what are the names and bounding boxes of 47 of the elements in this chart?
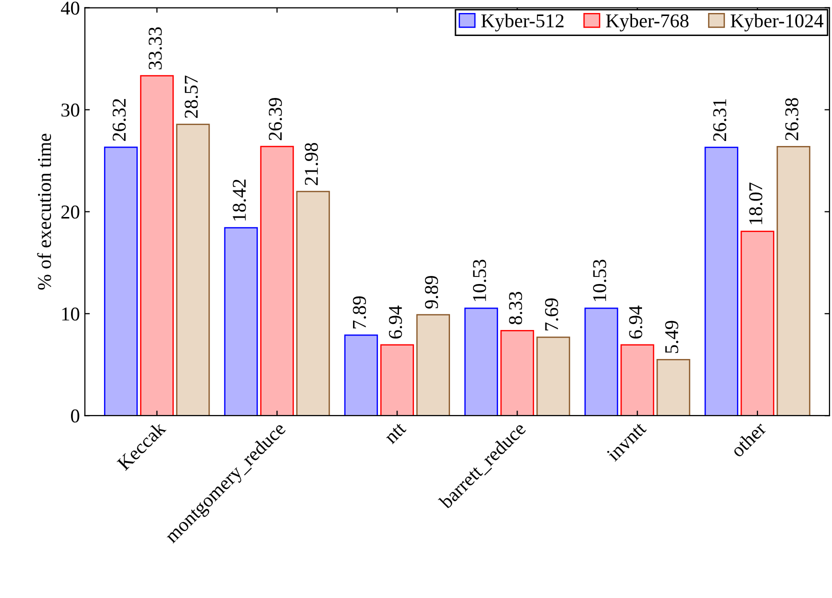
- data-label: 8.33: [508, 292, 522, 324]
- data-label: 6.94: [388, 306, 402, 338]
- bar: [416, 314, 450, 416]
- data-label: 6.94: [629, 306, 642, 338]
- bar: [296, 190, 330, 416]
- bar: [260, 146, 294, 416]
- data-label: 5.49: [665, 320, 678, 353]
- y-tick-label: 10: [62, 307, 80, 321]
- data-label: 18.07: [749, 182, 762, 224]
- bar: [656, 359, 690, 416]
- bar: [704, 146, 738, 416]
- data-label: 10.53: [472, 260, 486, 301]
- y-tick-label: 40: [60, 2, 80, 15]
- data-label: 33.33: [148, 27, 162, 70]
- data-label: 28.57: [184, 76, 198, 118]
- bar: [500, 330, 534, 416]
- bar: [584, 308, 618, 416]
- bar: [776, 146, 810, 416]
- data-label: 21.98: [304, 142, 318, 186]
- y-tick-label: 30: [61, 104, 80, 117]
- data-label: 26.32: [112, 99, 126, 141]
- data-label: 9.89: [424, 276, 438, 309]
- bar: [536, 336, 570, 416]
- bar: [380, 344, 414, 416]
- x-tick-label: other: [730, 420, 767, 458]
- bar: [104, 146, 138, 416]
- bar: [176, 124, 210, 416]
- legend-label: Kyber-1024: [730, 14, 824, 32]
- data-label: 26.31: [713, 99, 726, 141]
- bar: [344, 334, 378, 416]
- bar: [140, 75, 174, 416]
- y-axis-title: % of execution time: [37, 134, 52, 290]
- legend-label: Kyber-768: [606, 14, 689, 32]
- data-label: 26.39: [268, 98, 282, 140]
- bar: [224, 227, 258, 416]
- x-tick-label: ntt: [384, 422, 407, 444]
- data-label: 7.69: [545, 298, 558, 330]
- data-label: 7.89: [352, 296, 366, 328]
- data-label: 10.53: [593, 260, 606, 301]
- y-tick-label: 20: [61, 206, 80, 219]
- bar: [740, 230, 774, 416]
- data-label: 26.38: [785, 98, 798, 140]
- data-label: 18.42: [232, 180, 246, 221]
- bar: [464, 308, 498, 416]
- legend-label: Kyber-512: [481, 14, 564, 32]
- bar: [620, 344, 654, 416]
- y-tick-label: 0: [71, 409, 80, 423]
